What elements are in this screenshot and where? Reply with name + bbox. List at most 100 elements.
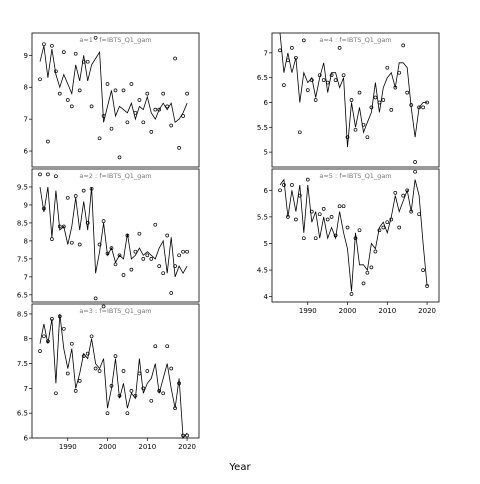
panel-2-data-point: [38, 172, 42, 177]
panel-5-data-point: [381, 225, 386, 230]
panel-2-data-point: [141, 257, 146, 261]
panel-5-data-point: [301, 236, 306, 241]
panel-2: a=2 : f=IBTS_Q1_gam 6.5 7 7.5 8 8.5 9 9.5: [17, 168, 200, 303]
panel-1-data-point: [38, 77, 42, 82]
panel-1-data-point: [57, 91, 62, 96]
panel-5-data-point: [309, 209, 314, 214]
panel-4-data-point: [365, 135, 370, 140]
panel-3-x-tick-label: 2020: [178, 443, 196, 451]
panel-1-data-point: [65, 98, 70, 102]
panel-2-fit-line: [39, 186, 188, 277]
panel-5-data-point: [329, 215, 334, 219]
panel-4-y-tick-label: 6.5: [257, 74, 268, 82]
panel-2-data-point: [77, 242, 82, 247]
panel-2-data-point: [109, 246, 114, 250]
panel-3-y-tick-label: 7: [24, 385, 28, 393]
panel-4-data-point: [282, 83, 286, 87]
panel-2-data-point: [93, 296, 98, 301]
panel-3-data-point: [93, 366, 98, 371]
panel-2-y-tick-label: 9.5: [17, 183, 28, 191]
panel-3-x-tick-label: 2000: [99, 443, 117, 451]
panel-5-data-point: [389, 217, 394, 222]
panel-3-data-point: [121, 369, 126, 373]
panel-5-data-point: [417, 212, 421, 217]
panel-3-data-point: [42, 334, 46, 339]
panel-2-data-point: [42, 206, 46, 211]
panel-2-data-point: [69, 240, 74, 245]
panel-3-x-tick-label: 1990: [59, 443, 77, 451]
panel-2-data-point: [101, 219, 106, 223]
panel-3-data-point: [81, 354, 86, 358]
panel-1-y-tick-label: 9: [24, 52, 28, 60]
panel-3-data-point: [38, 349, 42, 353]
panel-4-data-point: [294, 55, 298, 60]
panel-4-data-point: [341, 73, 346, 78]
panel-3-data-point: [169, 366, 174, 371]
panel-3-data-point: [137, 371, 142, 376]
panel-1-data-point: [81, 59, 86, 64]
panel-1-data-point: [133, 110, 138, 115]
panel-4-data-point: [313, 98, 318, 102]
panel-2-y-tick-label: 7.5: [17, 255, 28, 263]
panel-2-data-point: [65, 195, 70, 200]
panel-4-data-point: [381, 98, 386, 102]
panel-4-data-point: [349, 98, 354, 102]
x-axis-label: Year: [228, 462, 251, 473]
panel-1-data-point: [46, 139, 50, 144]
panel-1-title: a=1 : f=IBTS_Q1_gam: [79, 36, 151, 44]
panel-2-data-point: [129, 267, 134, 272]
panel-3-data-point: [105, 411, 110, 416]
panel-5-data-point: [341, 204, 346, 209]
panel-2-data-point: [125, 233, 130, 238]
panel-3-frame: [31, 303, 200, 439]
panel-5-data-point: [286, 215, 290, 219]
panel-2-data-point: [46, 172, 50, 177]
panel-4-data-point: [337, 46, 342, 50]
panel-2-data-point: [121, 273, 126, 277]
panel-5-x-tick-label: 2010: [378, 307, 396, 315]
panel-2-data-point: [105, 251, 110, 256]
panel-5-data-point: [313, 236, 318, 241]
panel-5-data-point: [401, 193, 406, 198]
panel-2-y-tick-label: 9: [24, 201, 28, 209]
panel-4-data-point: [385, 65, 390, 70]
panel-2-data-point: [113, 262, 118, 267]
panel-5-title: a=5 : f=IBTS_Q1_gam: [319, 172, 391, 180]
panel-4-data-point: [417, 105, 421, 110]
panel-3-y-tick-label: 6: [24, 435, 29, 443]
panel-3-data-point: [77, 379, 82, 383]
panel-5-data-point: [325, 217, 330, 222]
panel-1-data-point: [113, 88, 118, 93]
panel-3-data-point: [69, 341, 74, 346]
panel-1-y-tick-label: 8: [24, 84, 28, 92]
panel-5-data-point: [425, 284, 429, 288]
panel-5-data-point: [278, 188, 282, 193]
panel-3-fit-line: [39, 313, 188, 440]
panel-5-data-point: [361, 281, 366, 286]
panel-1-data-point: [50, 43, 54, 48]
panel-4-data-point: [369, 105, 374, 110]
panel-2-title: a=2 : f=IBTS_Q1_gam: [79, 172, 151, 180]
panel-1-y-tick-label: 7: [24, 116, 28, 124]
panel-5-data-point: [290, 183, 294, 187]
panel-3-data-point: [89, 334, 94, 339]
panel-5-data-point: [397, 225, 402, 230]
panel-4-data-point: [329, 73, 334, 78]
panel-1-data-point: [117, 155, 122, 160]
panel-3-data-point: [117, 393, 122, 398]
panel-5-data-point: [333, 233, 338, 238]
panel-5-frame: [271, 168, 440, 303]
panel-1-data-point: [105, 82, 110, 86]
panel-4-data-point: [278, 48, 282, 53]
panel-3-data-point: [113, 354, 118, 358]
panel-2-data-point: [137, 231, 142, 236]
panel-3-data-point: [54, 391, 58, 396]
panel-1-data-point: [129, 82, 134, 86]
panel-3-data-point: [145, 369, 150, 373]
panel-1-data-point: [149, 130, 154, 134]
panel-4-data-point: [305, 88, 310, 92]
panel-1-data-point: [77, 88, 82, 93]
panel-2-frame: [31, 168, 200, 303]
panel-4-data-point: [321, 78, 326, 82]
panel-1-data-point: [157, 107, 162, 112]
